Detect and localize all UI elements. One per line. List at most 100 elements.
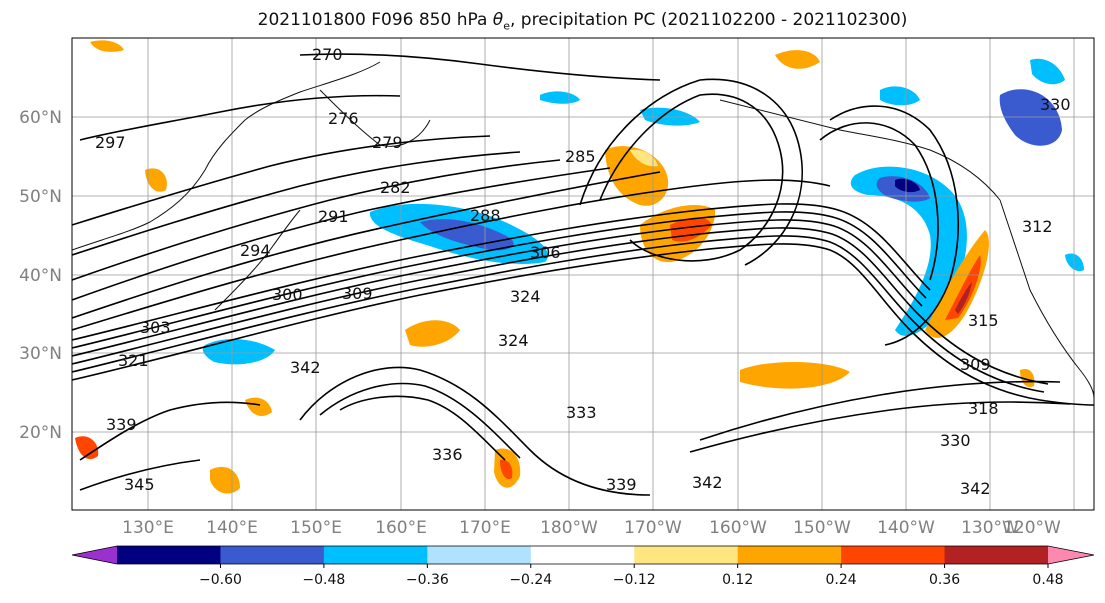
contour-west — [79, 459, 201, 491]
colorbar-cell — [117, 546, 221, 564]
positive-band-south-core — [500, 459, 513, 480]
title-subscript: e — [503, 19, 510, 33]
contour-label: 333 — [566, 403, 597, 422]
contour-south — [339, 395, 506, 461]
contour-label: 330 — [940, 431, 971, 450]
contour-west — [79, 401, 261, 461]
contour-line — [72, 179, 831, 331]
positive-band-sw — [210, 466, 240, 494]
contour-line — [72, 243, 1094, 406]
contour-label: 330 — [1040, 95, 1071, 114]
contour-label: 336 — [432, 445, 463, 464]
lon-label: 130°W — [961, 518, 1019, 538]
contour-line — [72, 159, 561, 281]
contour-label: 324 — [498, 331, 529, 350]
colorbar-cell — [944, 546, 1049, 564]
contour-label: 270 — [312, 45, 343, 64]
contour-label: 321 — [118, 351, 149, 370]
contour-line — [72, 151, 521, 256]
positive-band-east — [1020, 368, 1035, 388]
lon-label: 160°W — [709, 518, 767, 538]
positive-band-nw — [90, 40, 124, 52]
contour-line — [72, 167, 611, 301]
contour-south — [319, 382, 521, 459]
alaska-coast — [719, 99, 1001, 201]
positive-band-edge — [75, 436, 99, 460]
contour-ridge — [599, 93, 784, 262]
colorbar-tick-label: 0.48 — [1032, 572, 1063, 588]
contour-label: 342 — [960, 479, 991, 498]
contour-label: 315 — [968, 311, 999, 330]
colorbar-tick-label: 0.24 — [826, 572, 857, 588]
latitude-labels: 60°N 50°N 40°N 30°N 20°N — [19, 108, 62, 443]
positive-band-coast-core — [945, 255, 981, 320]
contour-label: 303 — [140, 318, 171, 337]
contour-label: 324 — [510, 287, 541, 306]
contour-label: 339 — [606, 475, 637, 494]
colorbar-tick-label: −0.60 — [199, 572, 242, 588]
lon-label: 130°E — [122, 518, 174, 538]
negative-band-subtropics — [202, 338, 275, 365]
contour-line — [79, 94, 401, 141]
negative-band-gulf-center — [895, 178, 920, 193]
contour-labels: 270 276 279 282 285 288 291 294 297 300 … — [95, 45, 1071, 498]
lon-label: 150°E — [290, 518, 342, 538]
japan-coast — [214, 209, 301, 311]
lon-label: 170°W — [624, 518, 682, 538]
lat-label: 50°N — [19, 187, 62, 207]
lon-label: 150°W — [793, 518, 851, 538]
colorbar-tick-label: −0.48 — [302, 572, 345, 588]
contour-east — [689, 401, 1071, 453]
lon-label: 140°E — [206, 518, 258, 538]
map-frame — [71, 37, 1095, 511]
colorbar-cell — [634, 546, 739, 564]
contour-label: 300 — [272, 285, 303, 304]
contour-label: 279 — [372, 133, 403, 152]
contour-label: 342 — [692, 473, 723, 492]
lon-label: 160°E — [375, 518, 427, 538]
positive-band-coast-center — [955, 282, 972, 314]
negative-band-alaska — [880, 86, 920, 106]
contour-label: 291 — [318, 207, 349, 226]
asia-coast — [72, 61, 381, 251]
colorbar-tick-label: 0.36 — [929, 572, 960, 588]
lat-label: 30°N — [19, 344, 62, 364]
contour-label: 342 — [290, 358, 321, 377]
contour-label: 282 — [380, 178, 411, 197]
chart-title: 2021101800 F096 850 hPa θe, precipitatio… — [0, 10, 1105, 32]
colorbar: −0.60 −0.48 −0.36 −0.24 −0.12 0.12 0.24 0.36 0.4… — [71, 545, 1095, 588]
lat-label: 20°N — [19, 423, 62, 443]
contour-label: 345 — [124, 475, 155, 494]
colorbar-extend-low — [72, 546, 117, 564]
colorbar-cell — [737, 546, 842, 564]
contour-line — [72, 219, 923, 357]
negative-band-canada-outer — [1030, 58, 1065, 85]
positive-band-sw2 — [245, 397, 272, 416]
theta-e-contours — [72, 53, 1094, 496]
colorbar-cell — [323, 546, 428, 564]
colorbar-cell — [530, 546, 635, 564]
lon-label: 170°E — [459, 518, 511, 538]
lat-label: 40°N — [19, 266, 62, 286]
colorbar-cell — [427, 546, 532, 564]
contour-label: 294 — [240, 241, 271, 260]
lon-label: 140°W — [877, 518, 935, 538]
positive-band-west — [145, 168, 167, 192]
contour-ridge — [579, 78, 804, 266]
title-suffix: , precipitation PC (2021102200 - 2021102… — [509, 10, 908, 30]
contour-label: 276 — [328, 109, 359, 128]
positive-band-mid-halo — [740, 361, 850, 389]
contour-label: 285 — [565, 147, 596, 166]
contour-label: 312 — [1022, 217, 1053, 236]
contour-label: 288 — [470, 206, 501, 225]
contour-line — [299, 53, 661, 81]
contour-trough — [829, 105, 959, 346]
positive-band-japan — [405, 320, 460, 347]
contour-label: 339 — [106, 415, 137, 434]
title-prefix: 2021101800 F096 850 hPa — [257, 10, 493, 30]
positive-band-ne — [775, 50, 820, 69]
negative-band-canada — [999, 89, 1062, 146]
contour-line — [72, 135, 491, 226]
contour-line — [72, 171, 661, 319]
na-west-coast — [999, 199, 1094, 399]
